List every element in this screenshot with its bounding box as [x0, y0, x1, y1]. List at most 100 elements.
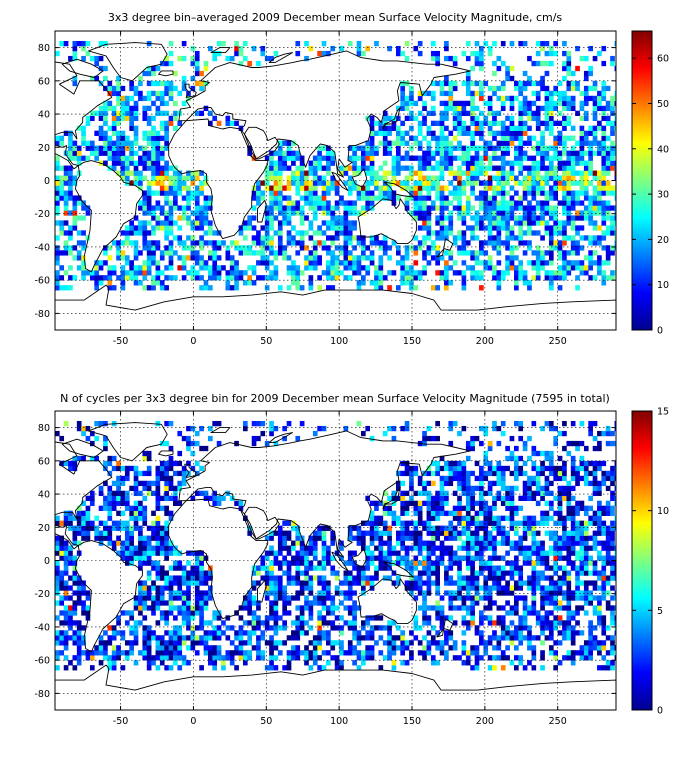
bin-cell	[588, 595, 593, 601]
bin-cell	[208, 220, 213, 226]
bin-cell	[120, 175, 126, 181]
bin-cell	[540, 40, 545, 47]
bin-cell	[444, 270, 449, 276]
bin-cell	[347, 200, 353, 206]
bin-cell	[321, 220, 327, 226]
bin-cell	[522, 665, 528, 671]
bin-cell	[277, 190, 283, 196]
bin-cell	[562, 50, 567, 57]
bin-cell	[583, 610, 589, 616]
bin-cell	[326, 170, 331, 176]
bin-cell	[164, 170, 169, 176]
bin-cell	[308, 220, 314, 226]
bin-cell	[435, 120, 440, 126]
bin-cell	[225, 55, 231, 62]
bin-cell	[470, 545, 475, 551]
bin-cell	[566, 165, 572, 171]
bin-cell	[597, 225, 602, 231]
bin-cell	[605, 665, 611, 671]
bin-cell	[146, 230, 152, 236]
bin-cell	[168, 95, 174, 102]
bin-cell	[321, 650, 327, 656]
bin-cell	[439, 195, 445, 201]
bin-cell	[614, 205, 616, 211]
bin-cell	[518, 630, 524, 636]
bin-cell	[168, 600, 174, 606]
bin-cell	[378, 530, 384, 536]
bin-cell	[321, 595, 327, 601]
bin-cell	[269, 655, 274, 661]
bin-cell	[282, 640, 287, 646]
bin-cell	[146, 115, 152, 121]
bin-cell	[522, 95, 528, 102]
bin-cell	[527, 155, 532, 161]
bin-cell	[557, 120, 563, 126]
bin-cell	[151, 205, 156, 211]
bin-cell	[291, 580, 296, 586]
bin-cell	[592, 250, 598, 256]
bin-cell	[435, 220, 440, 226]
bin-cell	[68, 285, 73, 291]
bin-cell	[111, 140, 117, 146]
bin-cell	[605, 85, 611, 92]
bin-cell	[142, 585, 148, 591]
bin-cell	[487, 205, 493, 211]
bin-cell	[605, 165, 611, 171]
bin-cell	[479, 145, 484, 151]
velocity-x-ticks: -50 0 50 100 150 200 250	[113, 31, 567, 347]
bin-cell	[247, 620, 253, 626]
bin-cell	[98, 280, 104, 286]
bin-cell	[312, 600, 318, 606]
bin-cell	[465, 150, 471, 156]
bin-cell	[435, 145, 440, 151]
bin-cell	[190, 640, 196, 646]
bin-cell	[614, 150, 616, 156]
bin-cell	[68, 265, 73, 271]
bin-cell	[208, 655, 213, 661]
land-outline	[158, 70, 174, 77]
bin-cell	[614, 120, 616, 126]
bin-cell	[535, 180, 541, 186]
bin-cell	[378, 650, 384, 656]
bin-cell	[173, 195, 178, 201]
bin-cell	[374, 240, 379, 246]
bin-cell	[264, 665, 270, 671]
bin-cell	[597, 650, 602, 656]
bin-cell	[579, 530, 585, 536]
bin-cell	[387, 170, 392, 176]
bin-cell	[339, 640, 344, 646]
bin-cell	[234, 120, 239, 126]
bin-cell	[374, 180, 379, 186]
bin-cell	[470, 535, 475, 541]
bin-cell	[575, 585, 580, 591]
bin-cell	[299, 540, 305, 546]
bin-cell	[72, 575, 78, 581]
bin-cell	[269, 560, 274, 566]
bin-cell	[361, 280, 366, 286]
bin-cell	[570, 615, 576, 621]
bin-cell	[186, 205, 191, 211]
bin-cell	[194, 200, 200, 206]
bin-cell	[326, 635, 331, 641]
bin-cell	[474, 105, 480, 112]
bin-cell	[413, 595, 419, 601]
bin-cell	[610, 560, 615, 566]
bin-cell	[190, 275, 196, 281]
bin-cell	[164, 230, 169, 236]
bin-cell	[164, 640, 169, 646]
bin-cell	[234, 630, 239, 636]
bin-cell	[98, 145, 104, 151]
bin-cell	[535, 220, 541, 226]
bin-cell	[610, 270, 615, 276]
bin-cell	[509, 120, 515, 126]
bin-cell	[356, 185, 362, 191]
bin-cell	[544, 195, 550, 201]
bin-cell	[352, 630, 357, 636]
bin-cell	[352, 185, 357, 191]
bin-cell	[330, 625, 336, 631]
bin-cell	[409, 265, 414, 271]
bin-cell	[159, 530, 165, 536]
bin-cell	[588, 85, 593, 92]
bin-cell	[448, 550, 454, 556]
bin-cell	[548, 580, 554, 586]
